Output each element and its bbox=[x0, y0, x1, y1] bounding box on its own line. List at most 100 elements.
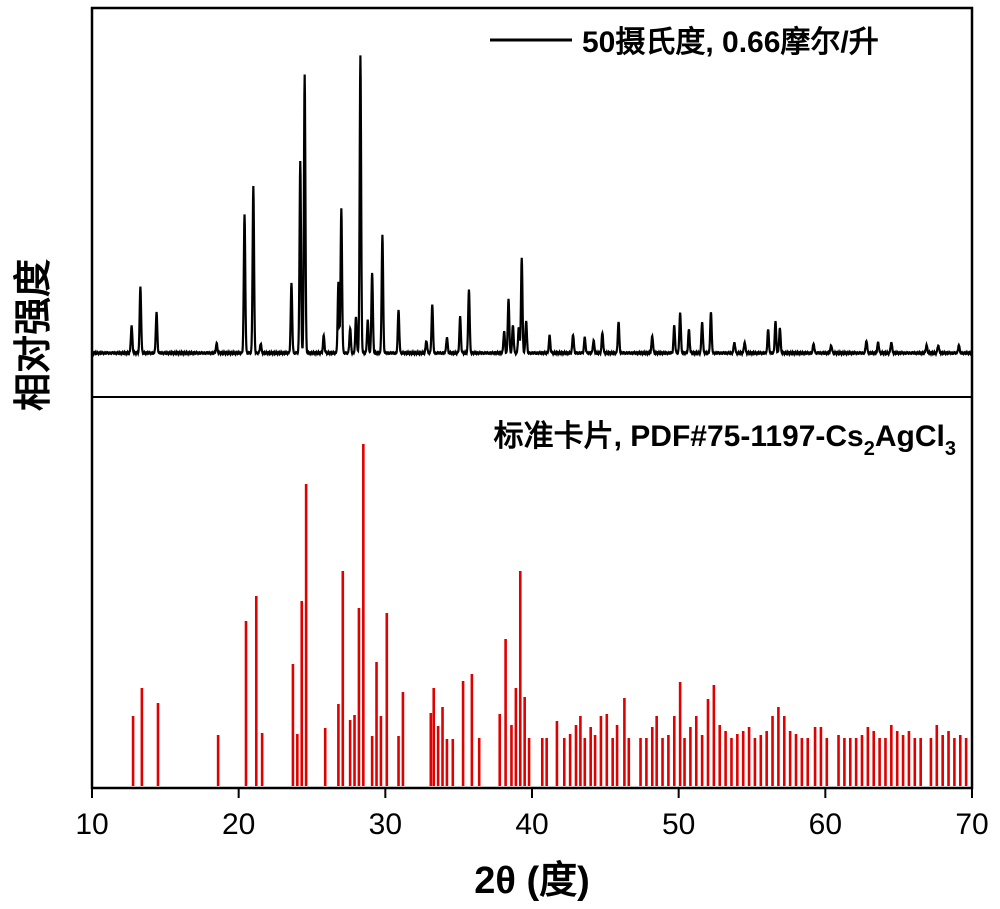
reference-bar bbox=[131, 716, 135, 786]
reference-bar bbox=[323, 728, 327, 786]
reference-bar bbox=[375, 662, 378, 786]
reference-bar bbox=[436, 726, 440, 786]
reference-bar bbox=[788, 731, 792, 786]
reference-bar bbox=[667, 735, 670, 786]
reference-bar bbox=[645, 738, 648, 786]
reference-bar bbox=[655, 716, 658, 786]
reference-bar bbox=[498, 714, 502, 786]
reference-bar bbox=[866, 727, 870, 786]
reference-bar bbox=[260, 733, 264, 786]
reference-bar bbox=[819, 727, 823, 786]
reference-bar bbox=[860, 735, 864, 786]
reference-bar bbox=[964, 738, 968, 786]
reference-bar bbox=[470, 674, 474, 786]
reference-bar bbox=[753, 738, 757, 786]
reference-bar bbox=[806, 738, 810, 786]
x-tick-label: 10 bbox=[75, 808, 108, 841]
reference-bar bbox=[353, 715, 356, 786]
reference-bar bbox=[477, 738, 481, 786]
reference-bars bbox=[131, 444, 968, 786]
reference-bar bbox=[300, 601, 304, 786]
reference-bar bbox=[947, 731, 950, 786]
reference-bar bbox=[878, 738, 881, 786]
reference-bar bbox=[627, 738, 631, 786]
reference-bar bbox=[901, 735, 905, 786]
reference-bar bbox=[712, 685, 716, 786]
reference-bar bbox=[639, 738, 642, 786]
reference-bar bbox=[935, 725, 939, 786]
reference-bar bbox=[527, 738, 531, 786]
x-tick-label: 20 bbox=[222, 808, 255, 841]
reference-bar bbox=[848, 738, 852, 786]
reference-bar bbox=[574, 725, 578, 786]
reference-bar bbox=[771, 716, 774, 786]
reference-bar bbox=[216, 735, 220, 786]
reference-bar bbox=[140, 688, 144, 786]
reference-bar bbox=[747, 727, 751, 786]
reference-bar bbox=[461, 681, 465, 786]
reference-bar bbox=[605, 714, 609, 786]
reference-bar bbox=[514, 688, 518, 786]
reference-bar bbox=[583, 738, 587, 786]
reference-bar bbox=[579, 716, 582, 786]
reference-bar bbox=[370, 736, 374, 786]
reference-bar bbox=[291, 664, 295, 786]
reference-bar bbox=[913, 738, 917, 786]
reference-bar bbox=[777, 707, 780, 786]
reference-bar bbox=[432, 688, 436, 786]
top-series-line bbox=[90, 55, 974, 358]
reference-bar bbox=[837, 735, 840, 786]
reference-bar bbox=[854, 738, 858, 786]
reference-bar bbox=[872, 731, 876, 786]
reference-bar bbox=[907, 731, 911, 786]
reference-bar bbox=[348, 720, 352, 786]
reference-bar bbox=[953, 738, 956, 786]
legend-bottom-label: 标准卡片, PDF#75-1197-Cs2AgCl3 bbox=[494, 420, 956, 460]
reference-bar bbox=[765, 731, 768, 786]
reference-bar bbox=[689, 727, 692, 786]
reference-bar bbox=[599, 716, 603, 786]
reference-bar bbox=[568, 734, 572, 786]
reference-bar bbox=[510, 725, 513, 786]
reference-bar bbox=[451, 739, 455, 786]
reference-bar bbox=[540, 738, 544, 786]
x-tick-label: 30 bbox=[369, 808, 402, 841]
reference-bar bbox=[741, 731, 745, 786]
reference-bar bbox=[379, 716, 383, 786]
reference-bar bbox=[385, 613, 389, 786]
reference-bar bbox=[429, 713, 433, 786]
reference-bar bbox=[562, 738, 566, 786]
reference-bar bbox=[589, 727, 592, 786]
reference-bar bbox=[759, 735, 763, 786]
reference-bar bbox=[441, 707, 444, 786]
reference-bar bbox=[337, 704, 340, 786]
reference-bar bbox=[341, 571, 345, 786]
reference-bar bbox=[518, 571, 522, 786]
reference-bar bbox=[296, 734, 299, 786]
reference-bar bbox=[736, 734, 739, 786]
reference-bar bbox=[555, 721, 559, 786]
reference-bar bbox=[661, 738, 664, 786]
reference-bar bbox=[825, 738, 829, 786]
reference-bar bbox=[254, 596, 258, 786]
reference-bar bbox=[244, 621, 248, 786]
reference-bar bbox=[523, 697, 526, 786]
reference-bar bbox=[794, 734, 798, 786]
reference-bar bbox=[718, 725, 722, 786]
reference-bar bbox=[884, 738, 887, 786]
reference-bar bbox=[357, 608, 361, 786]
reference-bar bbox=[615, 725, 619, 786]
reference-bar bbox=[895, 731, 899, 786]
reference-bar bbox=[700, 735, 704, 786]
reference-bar bbox=[730, 738, 733, 786]
x-tick-label: 70 bbox=[955, 808, 988, 841]
reference-bar bbox=[800, 738, 804, 786]
reference-bar bbox=[445, 739, 449, 786]
reference-bar bbox=[724, 731, 727, 786]
reference-bar bbox=[397, 736, 400, 786]
x-tick-label: 60 bbox=[809, 808, 842, 841]
reference-bar bbox=[504, 639, 507, 786]
reference-bar bbox=[941, 735, 944, 786]
reference-bar bbox=[843, 738, 846, 786]
